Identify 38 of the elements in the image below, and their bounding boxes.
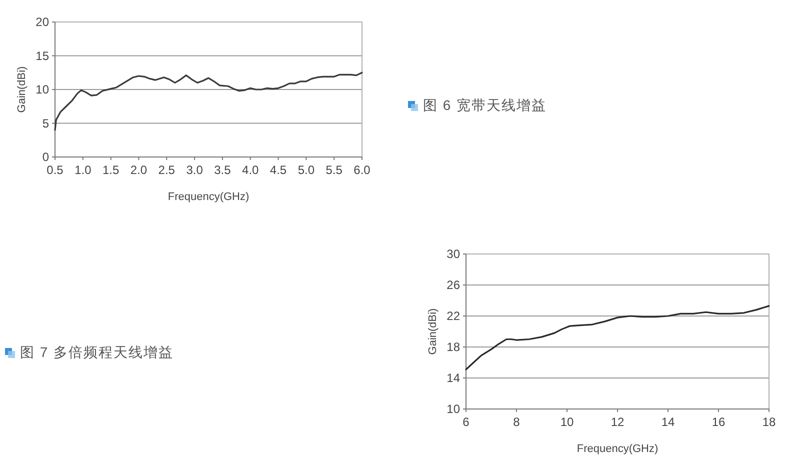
y-tick-label: 14 bbox=[446, 371, 460, 385]
y-tick-label: 30 bbox=[446, 247, 460, 261]
x-tick-label: 12 bbox=[610, 415, 624, 429]
y-tick-label: 20 bbox=[36, 15, 50, 29]
x-tick-label: 3.5 bbox=[214, 163, 232, 177]
text: 图 7 多倍频程天线增益 bbox=[20, 344, 174, 360]
x-tick-label: 16 bbox=[712, 415, 726, 429]
line-series bbox=[465, 305, 770, 370]
x-tick-label: 6.0 bbox=[354, 163, 371, 177]
x-tick-label: 1.0 bbox=[74, 163, 92, 177]
x-tick-label: 5.5 bbox=[326, 163, 343, 177]
y-tick-label: 15 bbox=[36, 48, 50, 63]
x-tick-label: 5.0 bbox=[298, 163, 315, 177]
x-tick-label: 2.0 bbox=[130, 163, 148, 177]
x-tick-label: 18 bbox=[762, 415, 776, 429]
x-axis-title: Frequency(GHz) bbox=[168, 191, 250, 203]
y-tick-label: 10 bbox=[36, 82, 50, 96]
x-axis-title: Frequency(GHz) bbox=[576, 443, 658, 455]
x-tick-label: 4.0 bbox=[242, 163, 260, 177]
y-tick-label: 18 bbox=[446, 340, 460, 354]
x-tick-label: 1.5 bbox=[102, 163, 120, 177]
y-tick-label: 10 bbox=[446, 402, 460, 416]
x-tick-label: 8 bbox=[513, 415, 520, 429]
y-tick-label: 26 bbox=[446, 278, 460, 292]
x-tick-label: 0.5 bbox=[46, 163, 64, 177]
y-tick-label: 5 bbox=[42, 116, 50, 130]
x-tick-label: 3.0 bbox=[186, 163, 204, 177]
x-tick-label: 2.5 bbox=[158, 163, 176, 177]
y-tick-label: 0 bbox=[42, 150, 50, 164]
y-axis-title: Gain(dBi) bbox=[427, 308, 439, 355]
x-tick-label: 10 bbox=[560, 415, 574, 429]
x-tick-label: 4.5 bbox=[270, 163, 287, 177]
x-tick-label: 14 bbox=[661, 415, 675, 429]
x-tick-label: 6 bbox=[462, 415, 470, 429]
text: 图 6 宽带天线增益 bbox=[423, 97, 547, 113]
y-tick-label: 22 bbox=[446, 309, 460, 323]
line-series bbox=[54, 72, 363, 131]
y-axis-title: Gain(dBi) bbox=[16, 66, 28, 113]
